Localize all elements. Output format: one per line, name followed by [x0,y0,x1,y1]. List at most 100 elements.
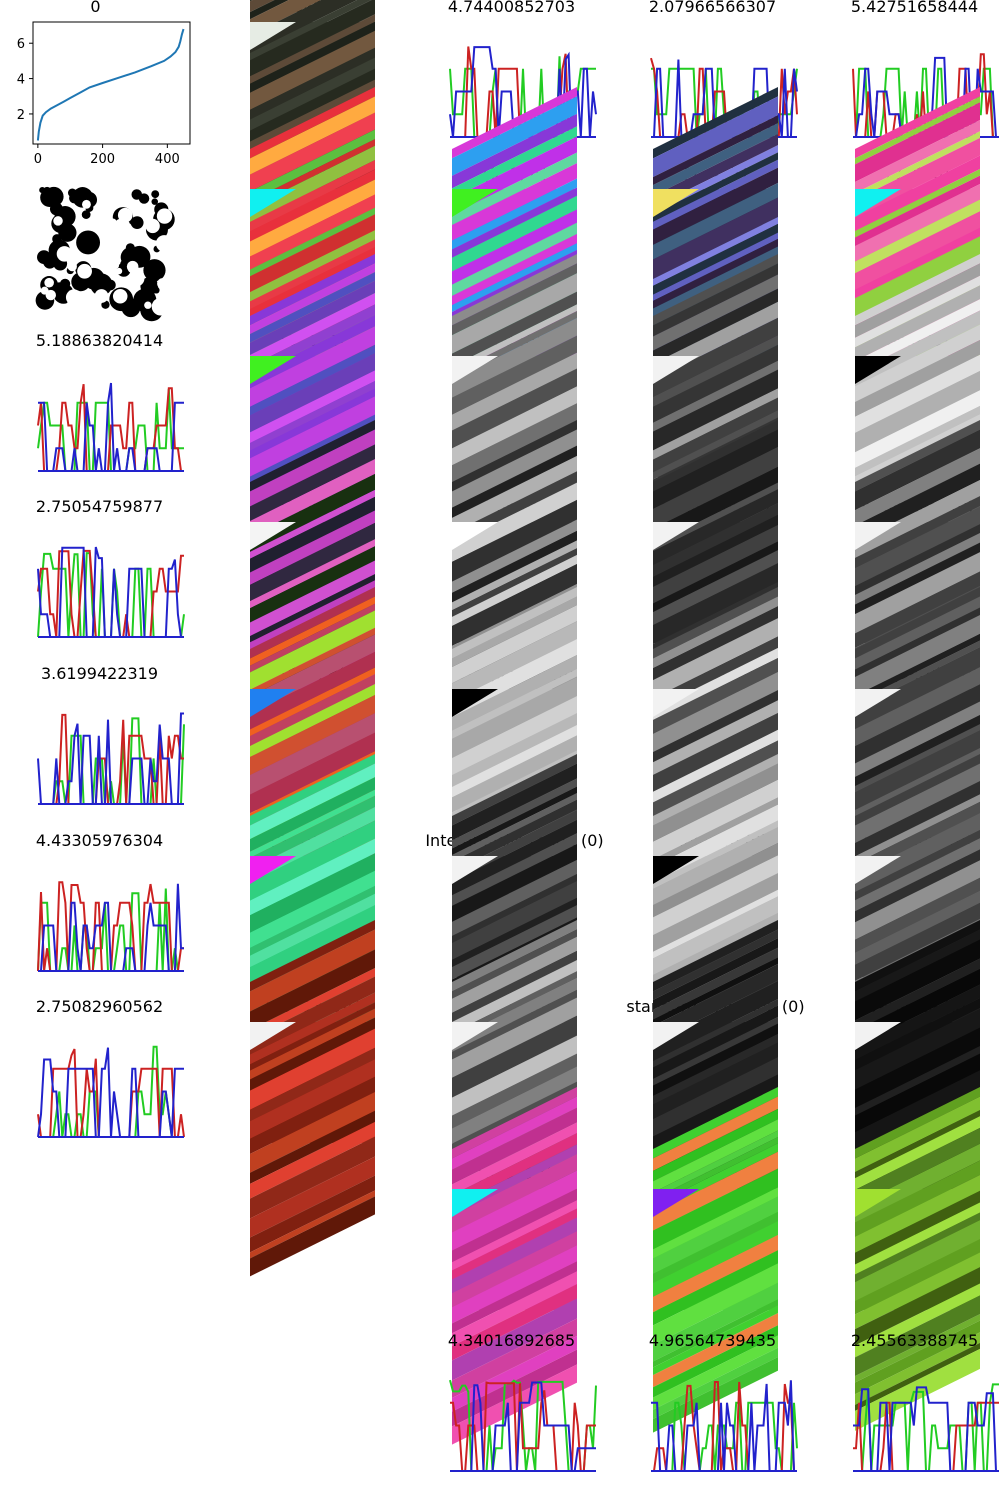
axes-frame [32,21,191,145]
texture-band [452,793,577,862]
texture-band [653,1263,778,1345]
texture-band [855,1267,980,1346]
texture-band [250,560,375,637]
texture-band [452,655,577,731]
texture-band [855,1053,980,1133]
texture-band [653,1196,778,1274]
texture-corner [855,1189,901,1217]
texture-band [452,936,577,1013]
texture-band [452,335,577,415]
texture-band [250,145,375,222]
texture-corner [250,689,296,717]
mask-hole [45,289,56,301]
texture-band [855,275,980,348]
texture-band [250,326,375,407]
texture-band [653,446,778,529]
texture-band [855,1046,980,1116]
texture-band [653,360,778,432]
texture-band [452,482,577,562]
texture-band [250,68,375,142]
texture-band [452,96,577,176]
mask-hole [56,246,73,262]
texture-band [855,87,980,159]
texture-band [452,163,577,241]
texture-corner [855,689,901,717]
texture-band [653,503,778,577]
texture-band [250,280,375,355]
texture-band [452,668,577,739]
texture-band [452,843,577,922]
mask-blob [125,243,135,253]
y-tick-label: 6 [17,37,25,52]
mask-hole [151,297,170,316]
texture-band [855,155,980,231]
texture-band [250,1175,375,1253]
mask-hole [77,263,92,279]
texture-band [250,838,375,916]
texture-band [653,754,778,826]
texture-band [653,133,778,208]
texture-band [653,238,778,309]
histogram-plot [37,712,185,805]
histogram-plot [37,382,184,472]
y-tick-label: 2 [17,108,25,123]
texture-band [653,763,778,842]
texture-band [653,1187,778,1259]
histogram-plot [37,546,185,638]
texture-band [855,830,980,901]
texture-band [452,1170,577,1251]
texture-band [250,314,375,389]
texture-band [250,230,375,302]
texture-band [855,997,980,1071]
mask-blob [76,230,101,255]
texture-band [855,506,980,587]
histogram-panel: 2.75082960562 [36,997,185,1143]
texture-band [452,1188,577,1263]
texture-band [452,178,577,250]
texture-band [452,905,577,980]
texture-band [855,533,980,605]
panel-title: 3.6199422319 [40,664,159,683]
mask-blob [37,250,51,265]
texture-band [250,627,375,697]
texture-band [250,713,375,795]
texture-band [250,30,375,110]
mask-hole [155,235,173,252]
panel-title: 2.75082960562 [35,997,164,1016]
texture-band [653,429,778,509]
panel-title: 5.42751658444 [850,0,979,16]
texture-band [653,482,778,552]
texture-band [452,445,577,518]
texture-band [855,860,980,940]
texture-band [653,1096,778,1171]
texture-band [250,1190,375,1259]
texture-band [452,263,577,336]
mask-hole [66,301,74,308]
texture-band [250,1136,375,1219]
texture-band [452,564,577,646]
texture-band [452,1245,577,1324]
texture-band [250,1017,375,1091]
mask-hole [100,241,108,249]
texture-band [653,182,778,260]
texture-band [855,429,980,511]
texture-band [250,254,375,326]
texture-band [452,587,577,659]
texture-band [452,1208,577,1280]
texture-band [250,510,375,585]
texture-band [855,929,980,1002]
texture-corner [250,356,296,384]
texture-band [855,958,980,1031]
texture-band [855,571,980,648]
texture-band [250,539,375,609]
mask-blob [59,278,71,290]
histogram-panel: 5.18863820414 [36,331,184,477]
texture-band [653,1042,778,1120]
texture-band [452,989,577,1060]
texture-band [855,299,980,373]
texture-band [653,606,778,681]
texture-band [250,0,275,13]
texture-band [452,304,577,374]
texture-band [855,614,980,696]
texture-band [653,420,778,492]
